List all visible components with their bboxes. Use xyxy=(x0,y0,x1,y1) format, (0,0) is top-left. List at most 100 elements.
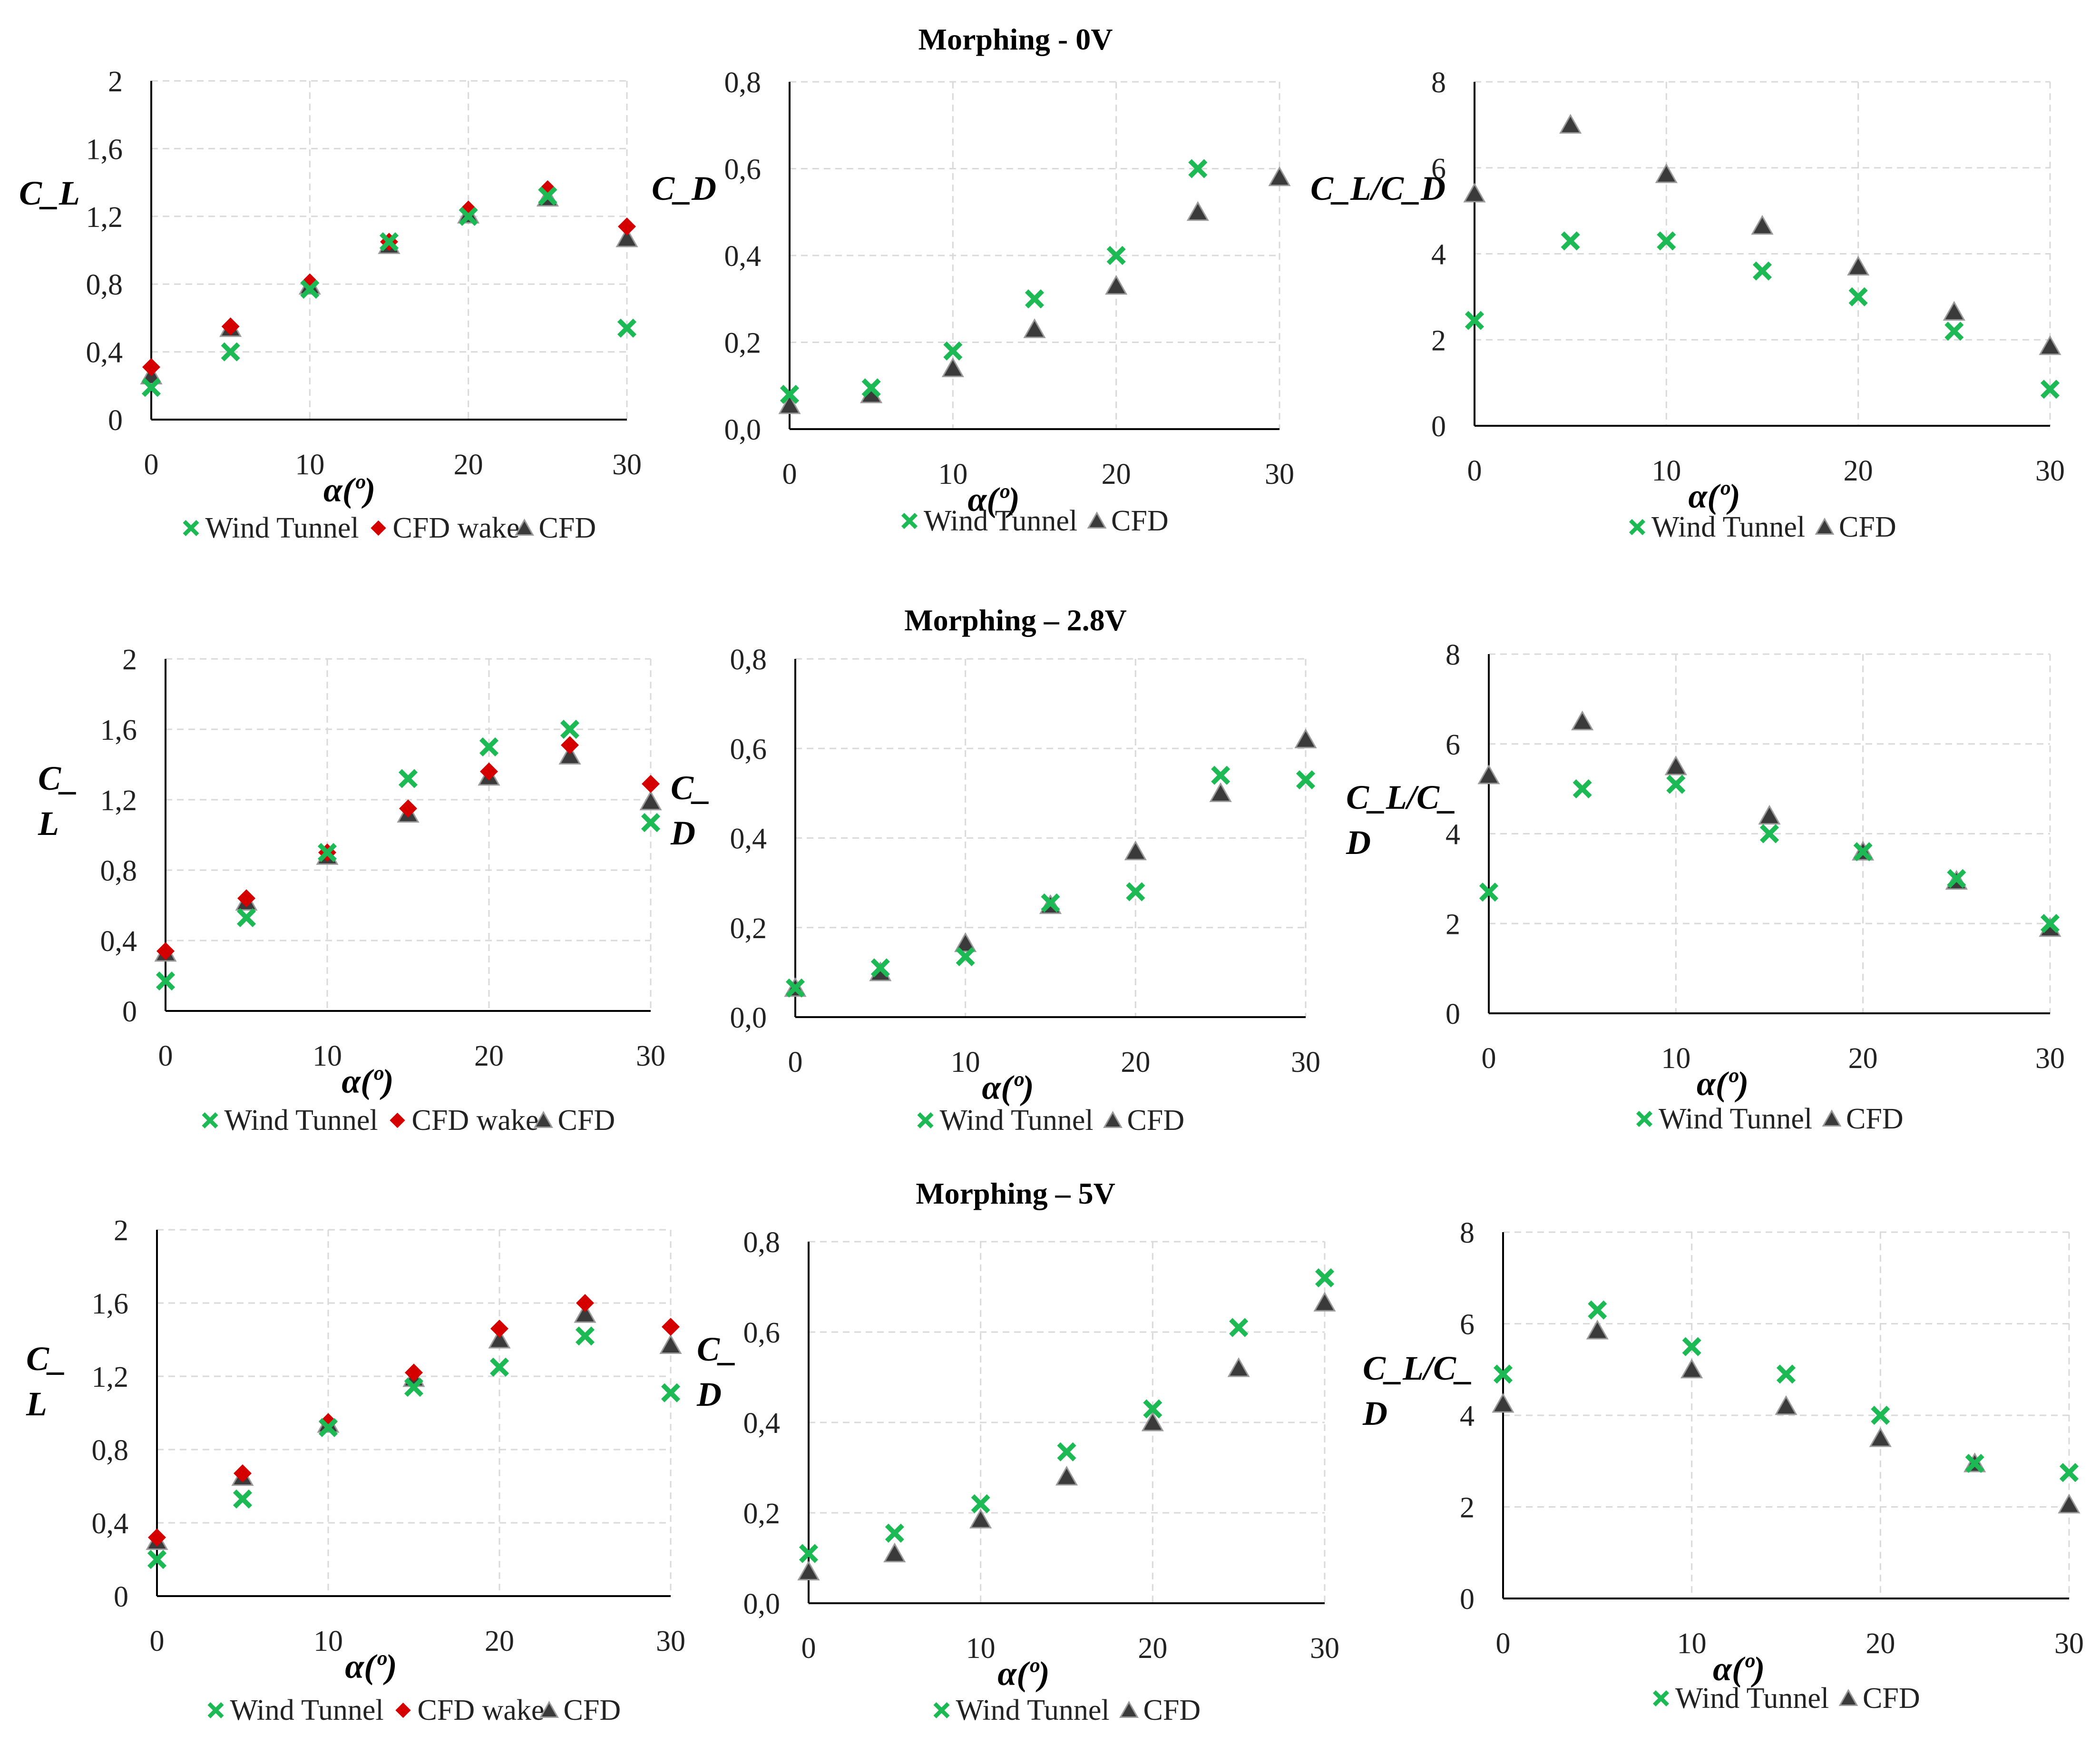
legend-marker-r2c2-1 xyxy=(1838,1688,1858,1706)
point-r2c2-cfd-0 xyxy=(1492,1392,1514,1413)
point-r0c2-cfd-1 xyxy=(1559,114,1582,134)
point-r1c0-wind-tunnel-4 xyxy=(479,737,499,757)
ytick-label-r1c0-5: 2 xyxy=(122,644,137,676)
point-r0c0-wind-tunnel-6-shape xyxy=(617,318,637,338)
ylabel-r1c1-0: C_ xyxy=(671,769,711,807)
legend-label-r0c2-0: Wind Tunnel xyxy=(1651,511,1805,543)
point-r0c2-wind-tunnel-0-shape xyxy=(1465,311,1485,330)
legend-marker-r2c2-0 xyxy=(1652,1690,1670,1707)
ytick-label-r2c1-0: 0,0 xyxy=(743,1588,781,1620)
ytick-label-r2c2-2: 4 xyxy=(1460,1400,1475,1432)
legend-marker-r0c0-1 xyxy=(371,520,386,536)
point-r1c1-wind-tunnel-3 xyxy=(1041,893,1060,913)
legend-label-r1c1-0: Wind Tunnel xyxy=(940,1104,1094,1137)
row-title-1: Morphing – 2.8V xyxy=(904,603,1127,637)
point-r0c2-wind-tunnel-4 xyxy=(1848,287,1868,306)
point-r0c0-wind-tunnel-1 xyxy=(221,342,240,362)
xlabel-r1c2: α(º) xyxy=(1697,1065,1748,1103)
ylabel-r2c0-0: C_ xyxy=(26,1340,66,1378)
point-r0c0-wind-tunnel-0 xyxy=(141,378,161,397)
point-r2c0-wind-tunnel-0 xyxy=(147,1549,167,1569)
point-r2c2-cfd-3 xyxy=(1775,1395,1797,1415)
legend-marker-r0c1-0 xyxy=(901,512,918,529)
point-r0c1-wind-tunnel-4 xyxy=(1106,245,1126,265)
point-r2c1-cfd-1 xyxy=(883,1542,906,1562)
xlabel-r1c1: α(º) xyxy=(982,1069,1034,1107)
point-r2c2-wind-tunnel-4-shape xyxy=(1871,1405,1890,1425)
point-r2c0-cfd-wake-0 xyxy=(148,1528,166,1547)
point-r2c1-cfd-5 xyxy=(1227,1357,1250,1377)
legend-marker-r1c1-0-shape xyxy=(917,1112,934,1129)
point-r2c1-wind-tunnel-1-shape xyxy=(885,1523,904,1543)
point-r2c1-wind-tunnel-4 xyxy=(1143,1399,1162,1419)
xtick-label-r1c1-1: 10 xyxy=(951,1046,980,1078)
xtick-label-r0c2-2: 20 xyxy=(1844,455,1873,487)
point-r0c0-cfd-wake-0 xyxy=(142,358,160,376)
point-r1c0-wind-tunnel-1 xyxy=(236,908,256,927)
point-r1c0-cfd-wake-5 xyxy=(561,736,579,755)
point-r1c2-wind-tunnel-6-shape xyxy=(2040,914,2060,933)
legend-marker-r1c1-1 xyxy=(1103,1110,1123,1128)
point-r0c0-cfd-wake-6 xyxy=(618,217,636,236)
legend-r0c0: Wind Tunnel CFD wake CFD xyxy=(183,512,596,544)
ylabel-r1c0-1: L xyxy=(38,804,59,843)
ytick-label-r2c2-3: 6 xyxy=(1460,1309,1475,1341)
legend-r2c1: Wind Tunnel CFD xyxy=(933,1694,1201,1726)
chart-r1c1: 0,0 0,2 0,4 0,6 0,8 0 10 20 30 α(º) C_ D Wind Tunnel… xyxy=(670,644,1320,1137)
legend-marker-r0c2-1 xyxy=(1815,517,1835,535)
point-r1c0-cfd-wake-1 xyxy=(237,889,255,908)
ytick-label-r0c2-3: 6 xyxy=(1431,153,1446,185)
point-r2c0-wind-tunnel-4 xyxy=(489,1357,509,1377)
ytick-label-r0c0-0: 0 xyxy=(108,404,123,437)
ytick-label-r1c1-4: 0,8 xyxy=(730,644,767,676)
point-r1c2-wind-tunnel-0 xyxy=(1479,882,1499,902)
chart-r0c1: 0,0 0,2 0,4 0,6 0,8 0 10 20 30 α(º) C_D Wind Tunnel… xyxy=(652,67,1294,537)
legend-label-r0c1-1: CFD xyxy=(1111,505,1169,537)
point-r1c0-cfd-wake-6 xyxy=(642,774,660,793)
point-r1c1-wind-tunnel-5-shape xyxy=(1211,765,1231,785)
legend-marker-r1c2-1 xyxy=(1822,1109,1842,1127)
point-r0c1-wind-tunnel-5 xyxy=(1188,159,1208,178)
legend-marker-r2c1-1 xyxy=(1119,1700,1139,1718)
point-r2c0-wind-tunnel-2 xyxy=(318,1418,338,1437)
point-r1c1-cfd-6 xyxy=(1294,728,1317,748)
point-r1c0-cfd-wake-3 xyxy=(399,799,417,818)
point-r1c2-wind-tunnel-2-shape xyxy=(1666,774,1686,794)
point-r2c0-wind-tunnel-6-shape xyxy=(661,1383,681,1402)
point-r2c1-wind-tunnel-4-shape xyxy=(1143,1399,1162,1419)
point-r0c1-cfd-3 xyxy=(1023,318,1046,338)
ytick-label-r2c1-4: 0,8 xyxy=(743,1226,781,1259)
xtick-label-r1c1-0: 0 xyxy=(788,1046,803,1078)
point-r2c1-wind-tunnel-6 xyxy=(1315,1268,1335,1288)
point-r1c0-cfd-wake-4 xyxy=(480,762,498,781)
ylabel-r2c2-0: C_L/C_ xyxy=(1363,1349,1473,1387)
point-r0c0-wind-tunnel-4-shape xyxy=(459,206,478,226)
point-r1c0-wind-tunnel-2-shape xyxy=(317,843,337,863)
point-r2c2-cfd-2 xyxy=(1680,1358,1703,1379)
ytick-label-r1c2-4: 8 xyxy=(1446,639,1460,671)
xtick-label-r1c2-3: 30 xyxy=(2035,1042,2065,1075)
legend-marker-r2c0-0 xyxy=(207,1702,224,1719)
xtick-label-r1c0-3: 30 xyxy=(636,1040,665,1072)
ytick-label-r2c0-4: 1,6 xyxy=(92,1288,129,1320)
point-r0c2-wind-tunnel-2-shape xyxy=(1657,231,1676,251)
point-r0c0-wind-tunnel-5 xyxy=(538,186,557,206)
point-r2c1-wind-tunnel-6-shape xyxy=(1315,1268,1335,1288)
chart-r2c2: 0 2 4 6 8 0 10 20 30 α(º) C_L/C_ D Wind Tunnel CFD xyxy=(1362,1217,2084,1715)
ytick-label-r1c0-2: 0,8 xyxy=(100,855,137,887)
point-r2c2-wind-tunnel-5-shape xyxy=(1965,1453,1984,1473)
point-r0c0-wind-tunnel-4 xyxy=(459,206,478,226)
xtick-label-r2c2-1: 10 xyxy=(1677,1627,1707,1660)
point-r2c0-wind-tunnel-1 xyxy=(233,1489,253,1509)
point-r0c1-wind-tunnel-0 xyxy=(780,384,800,404)
point-r0c0-cfd-6 xyxy=(615,227,638,247)
point-r2c1-cfd-2 xyxy=(969,1509,992,1529)
xtick-label-r0c0-3: 30 xyxy=(612,449,642,481)
point-r0c0-cfd-wake-1 xyxy=(221,317,240,336)
point-r0c0-wind-tunnel-5-shape xyxy=(538,186,557,206)
ytick-label-r0c1-4: 0,8 xyxy=(724,67,762,99)
point-r2c0-wind-tunnel-5 xyxy=(575,1326,595,1346)
point-r0c2-cfd-6 xyxy=(2039,335,2061,355)
